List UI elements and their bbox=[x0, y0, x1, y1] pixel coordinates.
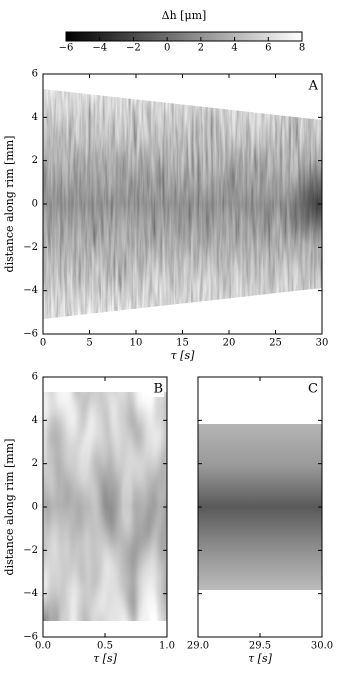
panel-label: C bbox=[308, 382, 318, 397]
x-tick-label: 1.0 bbox=[159, 641, 175, 652]
x-axis-label: τ [s] bbox=[171, 349, 196, 362]
x-axis-label: τ [s] bbox=[93, 652, 118, 665]
x-tick-label: 25 bbox=[269, 338, 282, 349]
colorbar-label: Δh [μm] bbox=[162, 9, 207, 22]
heatmap-image bbox=[43, 89, 322, 621]
y-axis-label: distance along rim [mm] bbox=[3, 136, 16, 273]
x-tick-label: 5 bbox=[86, 338, 92, 349]
y-tick-label: −6 bbox=[23, 632, 38, 643]
colorbar-tick-label: 0 bbox=[164, 43, 170, 54]
x-tick-label: 20 bbox=[223, 338, 236, 349]
y-tick-label: 4 bbox=[32, 112, 38, 123]
x-tick-label: 0.0 bbox=[35, 641, 51, 652]
y-tick-label: 2 bbox=[32, 155, 38, 166]
x-tick-label: 10 bbox=[130, 338, 143, 349]
panel-label-bg bbox=[304, 77, 319, 94]
y-tick-label: −4 bbox=[23, 285, 38, 296]
colorbar-tick-label: 2 bbox=[198, 43, 204, 54]
y-tick-label: −2 bbox=[23, 242, 38, 253]
y-axis-label: distance along rim [mm] bbox=[3, 439, 16, 576]
x-tick-label: 0 bbox=[40, 338, 46, 349]
x-tick-label: 0.5 bbox=[97, 641, 113, 652]
colorbar-tick-label: 4 bbox=[231, 43, 237, 54]
x-tick-label: 30.0 bbox=[311, 641, 333, 652]
panel-label-bg bbox=[304, 380, 319, 397]
y-tick-label: 0 bbox=[32, 199, 38, 210]
colorbar-tick-label: 8 bbox=[299, 43, 305, 54]
x-tick-label: 29.0 bbox=[187, 641, 209, 652]
panel-label-bg bbox=[149, 380, 164, 397]
colorbar-tick-label: −6 bbox=[59, 43, 74, 54]
x-tick-label: 29.5 bbox=[249, 641, 271, 652]
colorbar-tick-label: −4 bbox=[92, 43, 107, 54]
y-tick-label: 0 bbox=[32, 502, 38, 513]
y-tick-label: 6 bbox=[32, 372, 38, 383]
panel-label: B bbox=[153, 382, 163, 397]
x-tick-label: 15 bbox=[176, 338, 189, 349]
colorbar bbox=[65, 31, 303, 42]
panel-label: A bbox=[308, 79, 319, 94]
y-tick-label: −6 bbox=[23, 329, 38, 340]
y-tick-label: −2 bbox=[23, 545, 38, 556]
y-tick-label: 2 bbox=[32, 458, 38, 469]
colorbar-tick-label: 6 bbox=[265, 43, 271, 54]
y-tick-label: 4 bbox=[32, 415, 38, 426]
y-tick-label: −4 bbox=[23, 588, 38, 599]
x-axis-label: τ [s] bbox=[248, 652, 273, 665]
x-tick-label: 30 bbox=[316, 338, 329, 349]
colorbar-tick-label: −2 bbox=[126, 43, 141, 54]
y-tick-label: 6 bbox=[32, 69, 38, 80]
